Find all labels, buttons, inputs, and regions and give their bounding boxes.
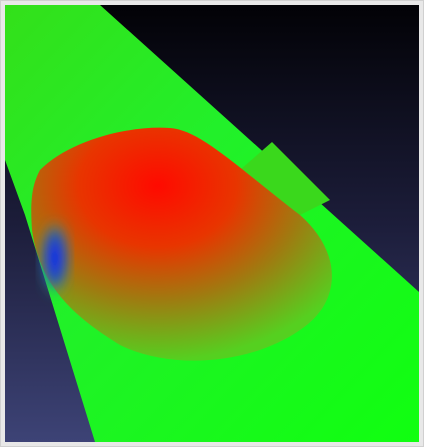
surface-low-spot — [39, 218, 71, 298]
render-view — [0, 0, 424, 447]
page — [0, 0, 424, 447]
